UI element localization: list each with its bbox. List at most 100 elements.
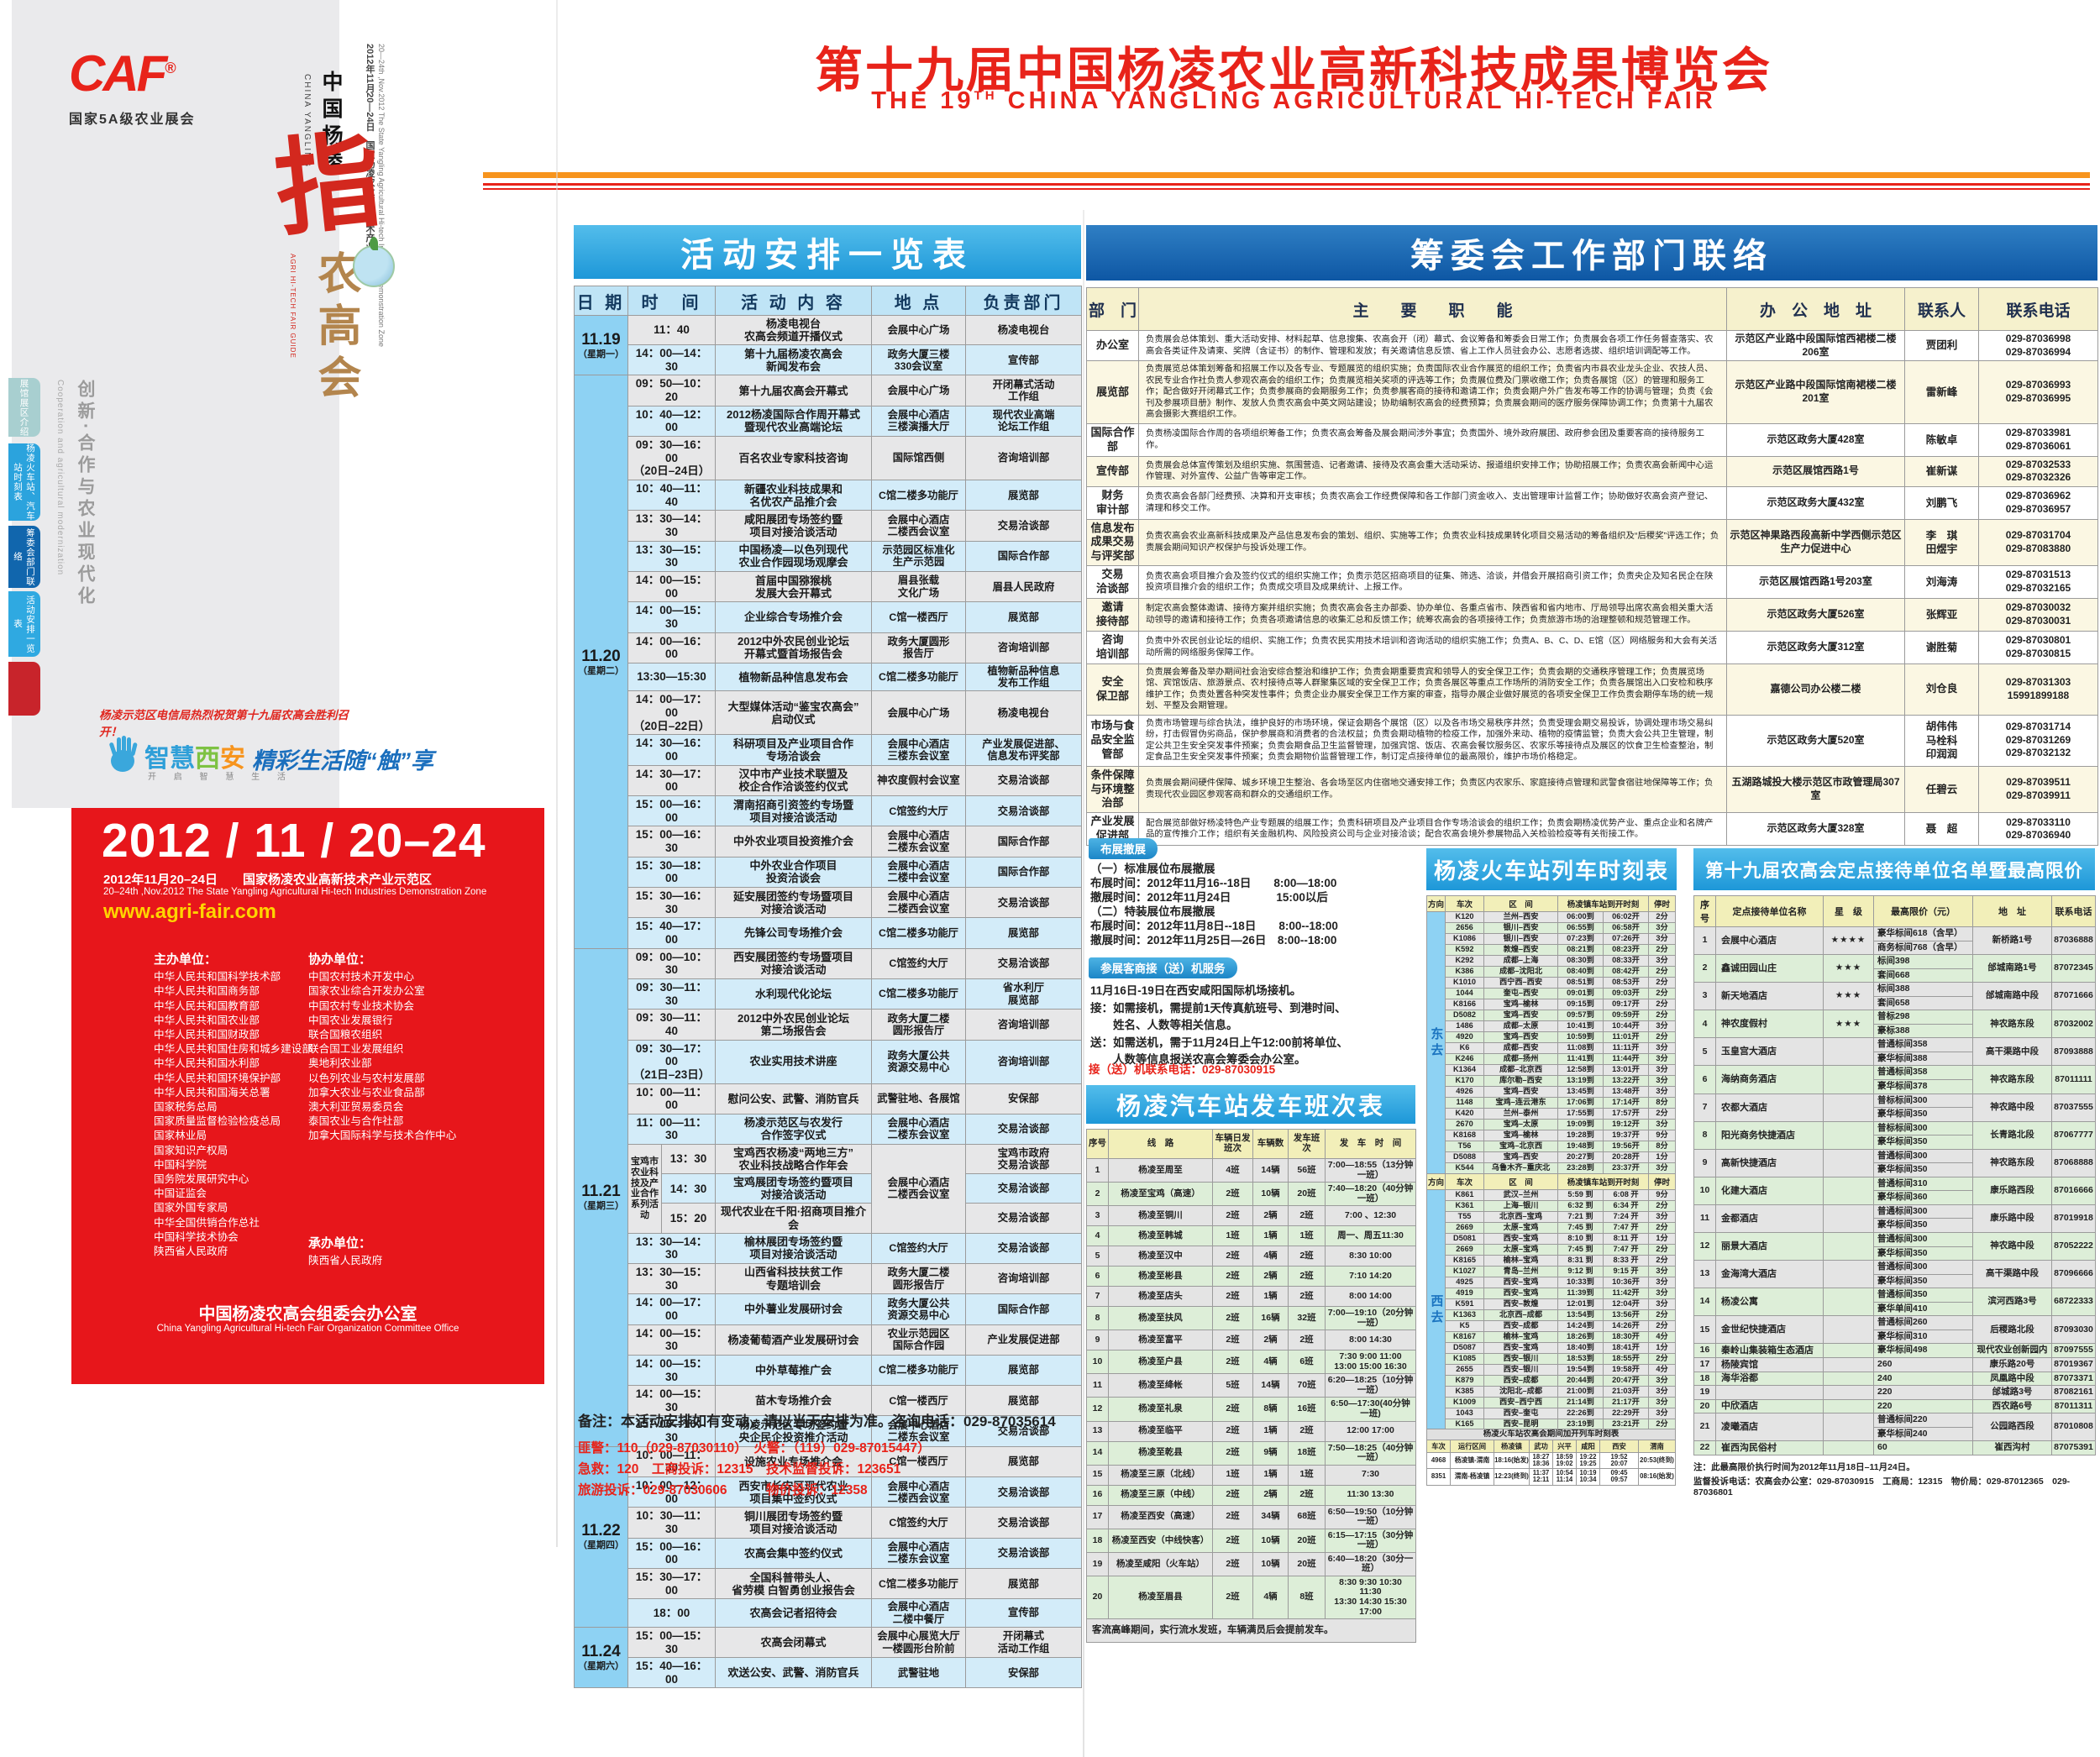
date-cell: 11.19 （星期一） xyxy=(574,314,628,376)
hotel-row: 17 杨陵宾馆 260 康乐路20号 87019367 xyxy=(1693,1356,2096,1372)
duty-text: 负责农高会农业高新科技成果及产品信息发布会的策划、组织、实施等工作；负责农业科技… xyxy=(1138,518,1727,567)
price-line: 套间668 xyxy=(1874,968,1972,982)
hotel-name: 金世纪快捷酒店 xyxy=(1715,1315,1824,1345)
time-cell: 14：00—15：00 xyxy=(627,570,716,603)
train-depart: 6:34 开 xyxy=(1602,1200,1650,1212)
date-cell: 11.21 （星期三） xyxy=(574,947,628,1447)
dept-cell: 交易洽谈部 xyxy=(965,510,1082,542)
train-row: K8165 榆林–宝鸡 8:31 到 8:33 开 2分 xyxy=(1427,1255,1677,1267)
schedule-row: 14：00—17：00 中外薯业发展研讨会 政务大厦公共 资源交易中心 国际合作部 xyxy=(575,1293,1082,1325)
hotel-name: 丽景大酒店 xyxy=(1715,1232,1824,1261)
emergency-line: 急救：120 工商投诉：12315 技术监督投诉：123651 xyxy=(578,1462,901,1476)
bus-cell: 杨凌至西安（中线快客） xyxy=(1108,1528,1213,1553)
sidebar-tab-5 xyxy=(8,662,40,716)
dept-cell: 交易洽谈部 xyxy=(965,1203,1082,1234)
train-arrive: 20:44到 xyxy=(1557,1375,1604,1387)
contact-phone: 029-87031714 029-87031269 029-87032132 xyxy=(1978,714,2098,767)
office-address: 示范区神果路西段高新中学西侧示范区生产力促进中心 xyxy=(1726,518,1905,567)
star-rating xyxy=(1823,1037,1874,1067)
bus-cell: 3 xyxy=(1086,1205,1109,1227)
place-cell: 会展中心酒店 二楼东会议室 xyxy=(871,1537,966,1570)
bus-cell: 56班 xyxy=(1288,1157,1326,1183)
dept-name: 信息发布成果交易与评奖部 xyxy=(1086,518,1139,567)
hotel-row: 8 阳光商务快捷酒店 普标标间300 豪华标间350 长青路北段 87067777 xyxy=(1693,1120,2096,1150)
website-link[interactable]: www.agri-fair.com xyxy=(103,900,276,923)
price-line: 豪华标间360 xyxy=(1874,1190,1972,1204)
hotel-no: 22 xyxy=(1693,1440,1716,1455)
place-cell: C馆二楼多功能厅 xyxy=(871,662,966,692)
train-route: 宝鸡–太原 xyxy=(1483,1119,1558,1130)
time-cell: 14：00—15：30 xyxy=(627,1354,716,1387)
activity-cell: 咸阳展团专场签约暨 项目对接洽谈活动 xyxy=(715,510,872,542)
schedule-row: 15：40—16：00 欢送公安、武警、消防官兵 武警驻地 安保部 xyxy=(575,1657,1082,1689)
bus-row: 12 杨凌至礼泉 2班 8辆 16班 6:50—17:30(40分钟一班) xyxy=(1086,1397,1416,1422)
price-line: 豪标388 xyxy=(1874,1023,1972,1037)
hotel-name: 神农度假村 xyxy=(1715,1010,1824,1039)
bus-cell: 杨凌至铜川 xyxy=(1108,1205,1213,1227)
activity-cell: 西安展团签约专场暨项目 对接洽谈活动 xyxy=(715,947,872,979)
hotel-no: 11 xyxy=(1693,1204,1716,1234)
contact-phone: 029-87036962 029-87036957 xyxy=(1978,485,2098,520)
train-depart: 8:11 开 xyxy=(1602,1233,1650,1245)
dept-name: 条件保障与环境整治部 xyxy=(1086,765,1139,814)
train-stop: 4分 xyxy=(1648,1364,1677,1376)
hotel-address: 长青路北段 xyxy=(1972,1120,2052,1150)
train-row: K5 西安–成都 14:24到 14:26开 2分 xyxy=(1427,1320,1677,1332)
cover-panel xyxy=(12,0,339,808)
bus-cell: 杨凌至咸阳（火车站） xyxy=(1108,1551,1213,1576)
price-line: 豪华标间618（含早） xyxy=(1877,928,1963,938)
train-depart: 08:42开 xyxy=(1602,966,1650,978)
column-header: 定点接待单位名称 xyxy=(1715,895,1824,927)
star-rating xyxy=(1823,1176,1874,1205)
bus-cell: 2班 xyxy=(1212,1266,1253,1288)
place-cell: 武警驻地 xyxy=(871,1657,966,1689)
hotel-no: 9 xyxy=(1693,1148,1716,1177)
activity-cell: 中外草莓推广会 xyxy=(715,1354,872,1387)
train-no: K246 xyxy=(1445,1053,1484,1065)
committee-row: 安全 保卫部 负责展会筹备及举办期间社会治安综合整治和维护工作；负责会期重要贵宾和… xyxy=(1086,663,2098,716)
hotel-row: 4 神农度假村 ★★★ 普标298 豪标388 神农路东段 87032002 xyxy=(1693,1010,2096,1039)
time-cell: 15：00—16：00 xyxy=(627,795,716,827)
direction-label: 西去 xyxy=(1426,1189,1446,1430)
train-route: 西安–敦煌 xyxy=(1483,1298,1558,1310)
column-header: 序号 xyxy=(1086,1129,1109,1159)
train-arrive: 7:45 到 xyxy=(1557,1222,1604,1234)
bus-cell: 12 xyxy=(1086,1397,1109,1422)
price-line: 标间398 xyxy=(1877,956,1910,967)
train-row: K1085 西安–银川 18:53到 18:55开 2分 xyxy=(1427,1353,1677,1365)
dept-cell: 产业发展促进部、 信息发布评奖部 xyxy=(965,734,1082,766)
dept-cell: 国际合作部 xyxy=(965,856,1082,888)
price-line: 豪华标间350 xyxy=(1874,1162,1972,1176)
org-item: 中国科学院 xyxy=(154,1158,207,1171)
date-value: 11.22 xyxy=(581,1522,621,1540)
bus-cell: 杨凌至韩城 xyxy=(1108,1225,1213,1247)
activity-cell: 大型媒体活动“鉴宝农高会” 启动仪式 xyxy=(715,690,872,736)
train-route: 西安–宝鸡 xyxy=(1483,1288,1558,1299)
train-stop: 9分 xyxy=(1648,1189,1677,1201)
train-no: D5081 xyxy=(1445,1233,1484,1245)
dept-cell: 交易洽谈部 xyxy=(965,947,1082,979)
hotel-phone: 87093030 xyxy=(2051,1315,2096,1345)
dept-cell: 展览部 xyxy=(965,1445,1082,1478)
bus-cell: 2班 xyxy=(1288,1420,1326,1442)
column-header: 联系电话 xyxy=(1978,287,2098,331)
hotel-row: 18 海华浴都 240 凤凰路中段 87073371 xyxy=(1693,1371,2096,1387)
train-depart: 13:48开 xyxy=(1602,1086,1650,1098)
train-arrive: 5:59 到 xyxy=(1557,1189,1604,1201)
duty-text: 负责农高会项目推介会及签约仪式的组织实施工作；负责示范区招商项目的征集、筛选、洽… xyxy=(1138,565,1727,599)
train-row: K592 敦煌–西安 08:21到 08:23开 2分 xyxy=(1427,944,1677,956)
train-row: T55 北京西–宝鸡 7:21 到 7:24 开 3分 xyxy=(1427,1211,1677,1223)
extra-cell: 10:19 10:34 xyxy=(1576,1468,1600,1486)
train-arrive: 12:58到 xyxy=(1557,1064,1604,1076)
train-row: K386 成都–沈阳北 08:40到 08:42开 2分 xyxy=(1427,966,1677,978)
bus-cell: 2辆 xyxy=(1252,1484,1289,1506)
bus-cell: 1辆 xyxy=(1252,1420,1289,1442)
train-row: K292 成都–上海 08:30到 08:33开 3分 xyxy=(1427,955,1677,967)
train-route: 敦煌–西安 xyxy=(1483,944,1558,956)
hotel-name: 金海湾大酒店 xyxy=(1715,1260,1824,1289)
train-stop: 1分 xyxy=(1648,1233,1677,1245)
train-arrive: 23:19到 xyxy=(1557,1419,1604,1430)
train-stop: 3分 xyxy=(1648,1086,1677,1098)
place-cell: C馆二楼多功能厅 xyxy=(871,1354,966,1387)
org-item: 国家农业综合开发办公室 xyxy=(308,985,425,998)
